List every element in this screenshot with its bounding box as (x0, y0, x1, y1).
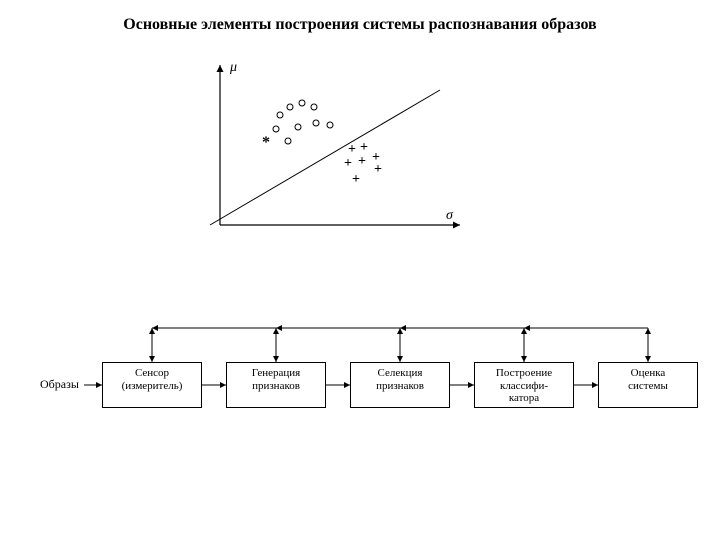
flow-node-2: Селекцияпризнаков (350, 362, 450, 408)
flow-node-1: Генерацияпризнаков (226, 362, 326, 408)
flow-node-4: Оценкасистемы (598, 362, 698, 408)
svg-text:+: + (348, 142, 356, 157)
svg-text:σ: σ (446, 208, 454, 223)
svg-text:+: + (360, 140, 368, 155)
scatter-plot: μσ*+++++++ (180, 55, 480, 255)
svg-text:+: + (358, 154, 366, 169)
svg-text:+: + (352, 172, 360, 187)
flow-node-3: Построениеклассифи-катора (474, 362, 574, 408)
flow-node-0: Сенсор(измеритель) (102, 362, 202, 408)
svg-text:*: * (262, 134, 270, 151)
svg-text:+: + (344, 156, 352, 171)
svg-text:μ: μ (229, 60, 237, 75)
page-title: Основные элементы построения системы рас… (0, 16, 720, 34)
flowchart: Образы Сенсор(измеритель)Генерацияпризна… (40, 310, 680, 430)
svg-text:+: + (374, 162, 382, 177)
